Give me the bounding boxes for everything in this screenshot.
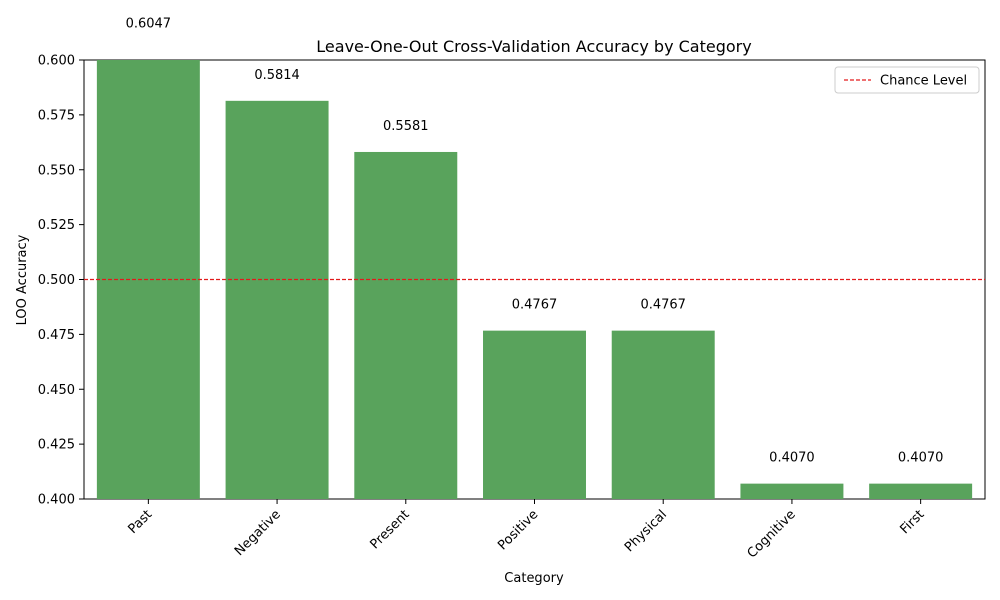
data-label: 0.5814 (254, 68, 300, 83)
x-axis-label: Category (504, 571, 564, 586)
data-label: 0.4767 (640, 298, 686, 313)
x-tick-label-cognitive: Cognitive (745, 507, 799, 561)
bar-cognitive (740, 483, 844, 499)
x-axis: Past Negative Present Positive Physical Cogni… (125, 499, 927, 561)
chart-title: Leave-One-Out Cross-Validation Accuracy … (316, 37, 751, 56)
y-tick-label: 0.600 (38, 54, 75, 69)
bar-first (869, 483, 973, 499)
y-tick-label: 0.550 (38, 163, 75, 178)
data-label: 0.4070 (769, 451, 815, 466)
y-tick-label: 0.425 (38, 438, 75, 453)
y-tick-label: 0.500 (38, 273, 75, 288)
x-tick-label-past: Past (125, 507, 155, 537)
bar-present (354, 151, 458, 499)
y-tick-label: 0.475 (38, 328, 75, 343)
data-label: 0.4767 (512, 298, 558, 313)
x-tick-label-negative: Negative (232, 507, 284, 559)
data-labels: 0.6047 0.5814 0.5581 0.4767 0.4767 0.4070 0.40… (126, 17, 944, 466)
legend-box (834, 66, 980, 94)
legend-label: Chance Level (880, 74, 967, 89)
data-label: 0.5581 (383, 119, 429, 134)
y-axis-label: LOO Accuracy (15, 234, 30, 325)
data-label: 0.6047 (126, 17, 172, 32)
bar-negative (225, 100, 329, 499)
y-tick-label: 0.400 (38, 493, 75, 508)
bar-positive (483, 330, 586, 499)
x-tick-label-present: Present (368, 507, 413, 552)
x-tick-label-first: First (898, 507, 928, 537)
y-tick-label: 0.575 (38, 108, 75, 123)
bar-past (96, 60, 200, 499)
bar-physical (611, 330, 715, 499)
y-tick-label: 0.525 (38, 218, 75, 233)
y-tick-label: 0.450 (38, 383, 75, 398)
legend: Chance Level (834, 66, 980, 94)
x-tick-label-positive: Positive (495, 507, 541, 553)
data-label: 0.4070 (898, 451, 944, 466)
bars (96, 60, 973, 499)
y-axis: 0.400 0.425 0.450 0.475 0.500 0.525 0.550 0.575… (38, 54, 84, 508)
x-tick-label-physical: Physical (622, 507, 670, 555)
